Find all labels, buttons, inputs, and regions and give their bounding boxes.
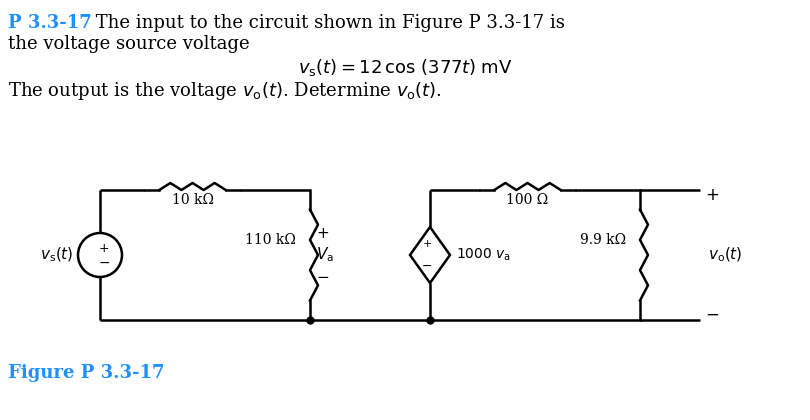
Text: 100 Ω: 100 Ω	[506, 193, 548, 207]
Text: The input to the circuit shown in Figure P 3.3-17 is: The input to the circuit shown in Figure…	[90, 14, 565, 32]
Text: The output is the voltage $v_{\rm o}(t)$. Determine $v_{\rm o}(t)$.: The output is the voltage $v_{\rm o}(t)$…	[8, 80, 442, 102]
Text: −: −	[316, 270, 329, 284]
Text: $v_{\rm s}(t) = 12\,\cos\,(377t)\;\mathrm{mV}$: $v_{\rm s}(t) = 12\,\cos\,(377t)\;\mathr…	[298, 57, 512, 78]
Text: P 3.3-17: P 3.3-17	[8, 14, 92, 32]
Text: +: +	[705, 186, 719, 204]
Text: +: +	[422, 239, 432, 249]
Text: the voltage source voltage: the voltage source voltage	[8, 35, 249, 53]
Text: $V_{\rm a}$: $V_{\rm a}$	[316, 246, 334, 264]
Text: $1000\;v_{\rm a}$: $1000\;v_{\rm a}$	[456, 247, 510, 263]
Text: +: +	[316, 226, 329, 241]
Text: 110 kΩ: 110 kΩ	[245, 233, 296, 247]
Text: $v_{\rm s}(t)$: $v_{\rm s}(t)$	[40, 246, 74, 264]
Text: −: −	[705, 306, 719, 324]
Text: +: +	[99, 241, 109, 255]
Text: Figure P 3.3-17: Figure P 3.3-17	[8, 364, 164, 382]
Text: $v_{\rm o}(t)$: $v_{\rm o}(t)$	[708, 246, 743, 264]
Text: 10 kΩ: 10 kΩ	[172, 193, 214, 207]
Text: −: −	[98, 256, 110, 270]
Text: −: −	[422, 260, 433, 273]
Text: 9.9 kΩ: 9.9 kΩ	[580, 233, 626, 247]
